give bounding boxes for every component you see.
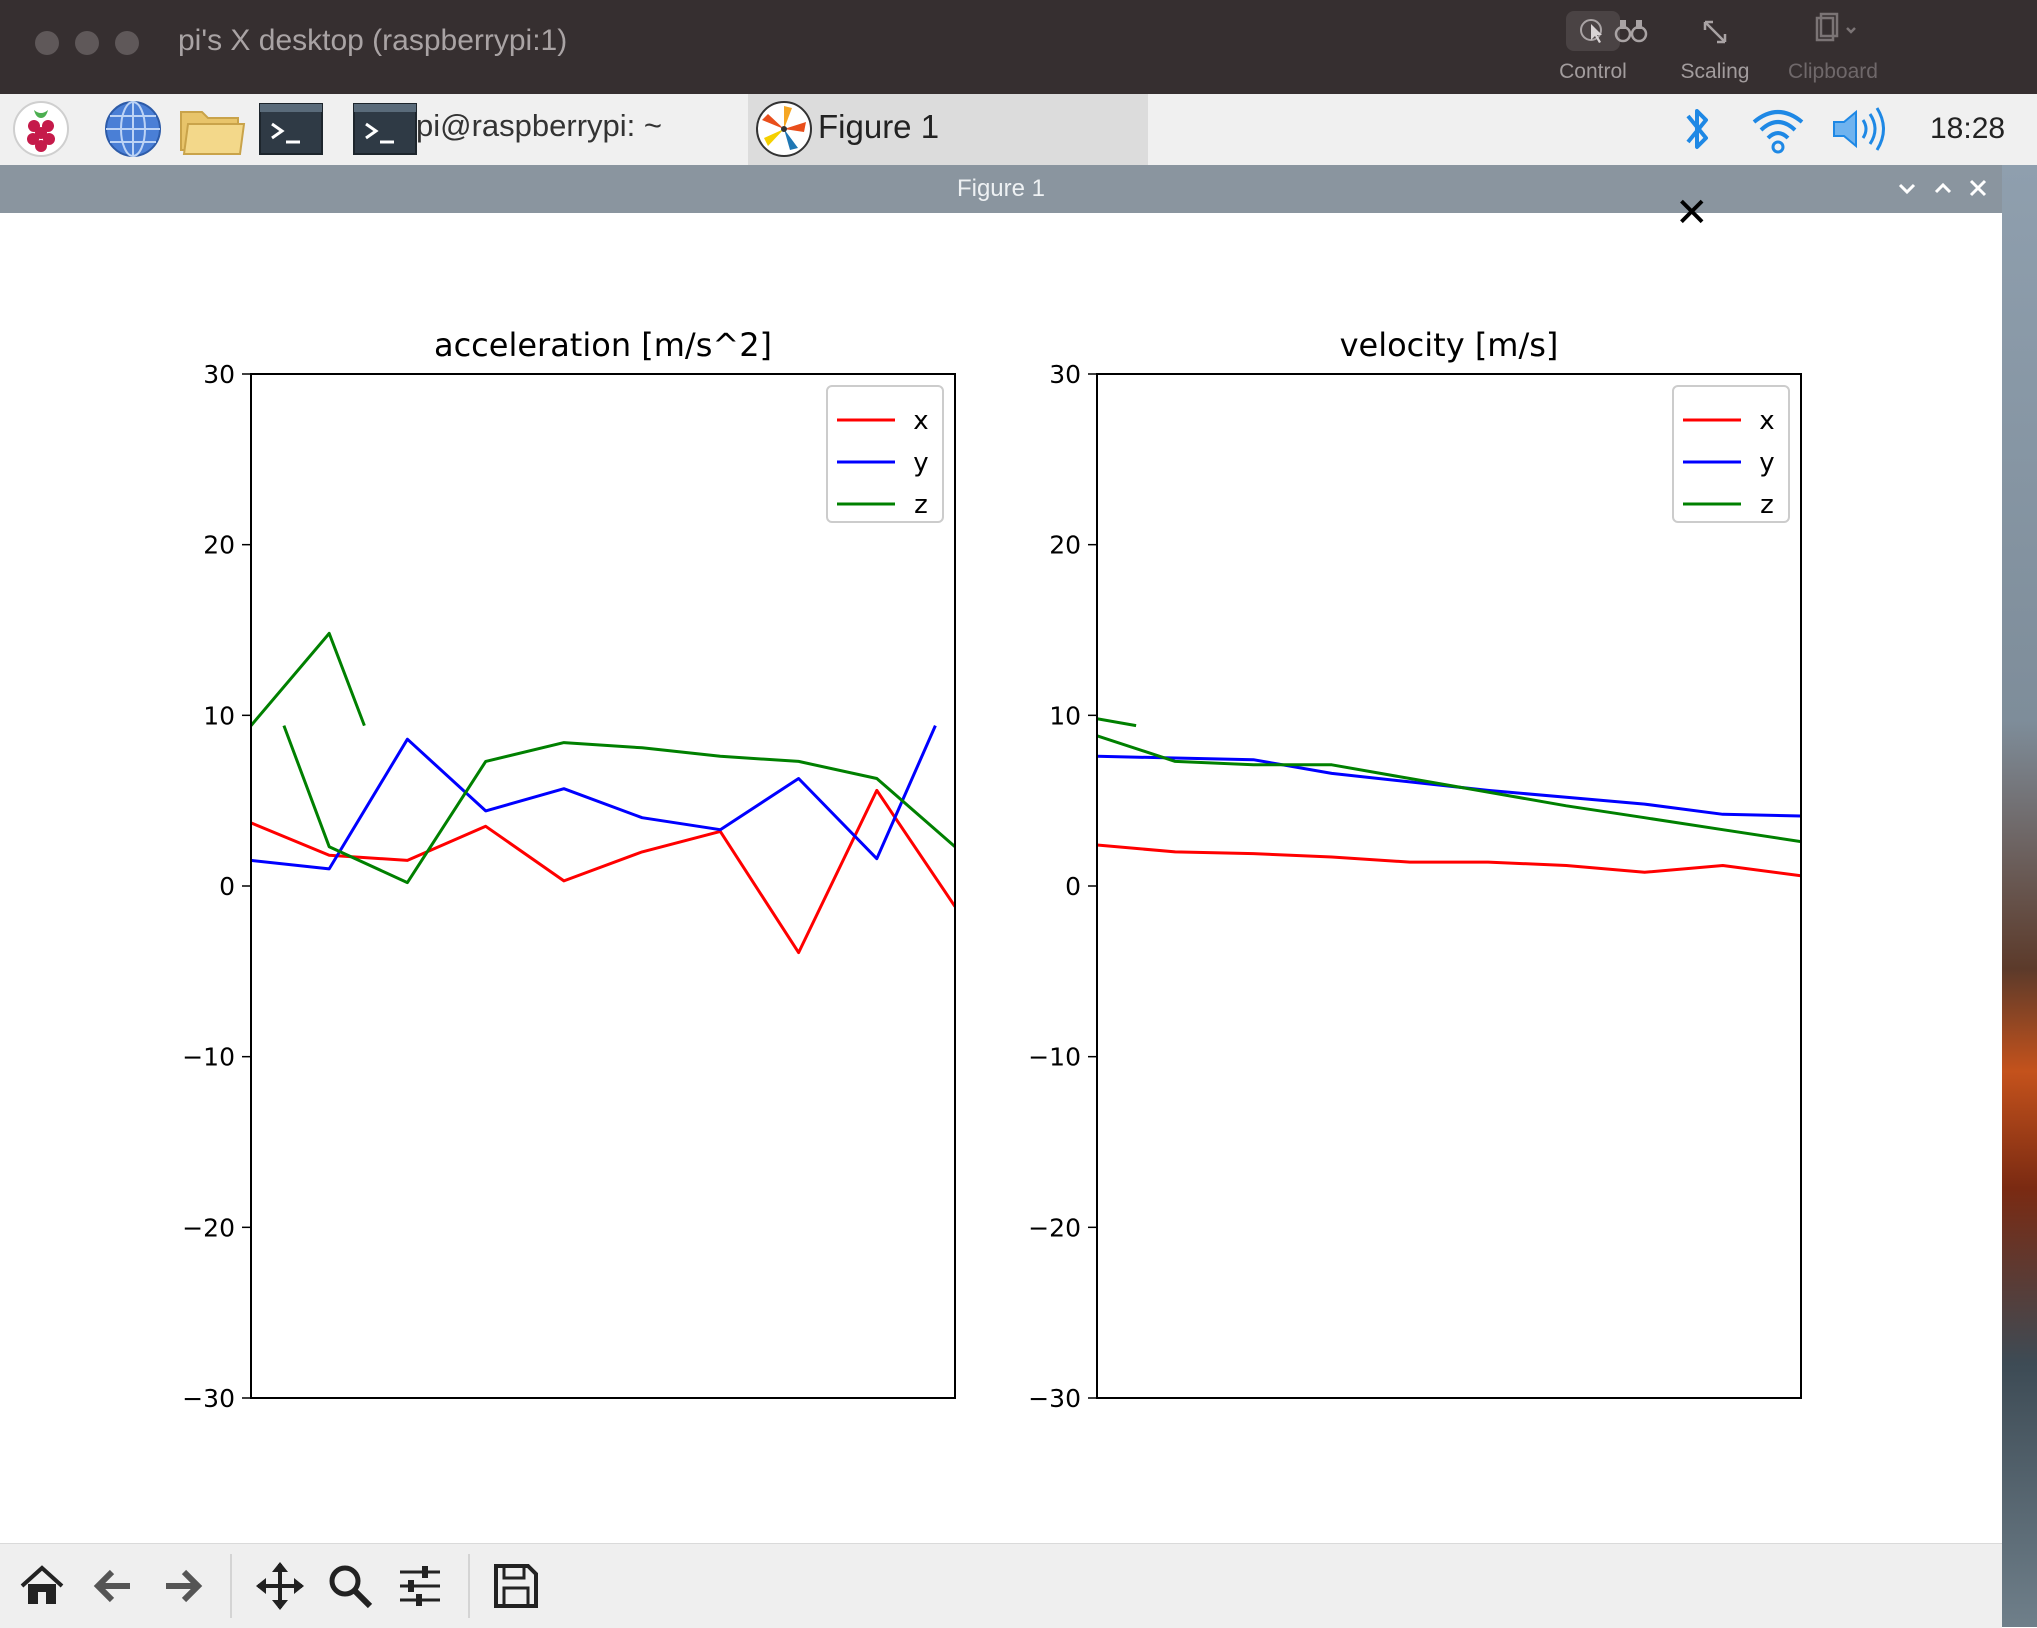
clipboard-icon bbox=[1815, 12, 1856, 42]
y-tick-label: −30 bbox=[182, 1384, 235, 1413]
series-line-x bbox=[1097, 843, 1801, 878]
series-line-z bbox=[1097, 734, 1801, 844]
volume-icon[interactable] bbox=[1830, 100, 1890, 158]
vnc-window-title: pi's X desktop (raspberrypi:1) bbox=[178, 24, 568, 57]
clipboard-label: Clipboard bbox=[1788, 60, 1878, 83]
maximize-icon[interactable] bbox=[1928, 173, 1958, 203]
series-line-y bbox=[251, 724, 937, 871]
series-line-z bbox=[251, 631, 366, 727]
y-tick-label: 30 bbox=[203, 360, 235, 389]
taskbar: pi@raspberrypi: ~ Figure 1 18:28 bbox=[0, 94, 2037, 166]
plots-svg: acceleration [m/s^2]3020100−10−20−30xyzv… bbox=[182, 326, 1802, 1413]
figure-task-button[interactable] bbox=[748, 94, 1148, 165]
desktop-wallpaper bbox=[2000, 165, 2037, 1627]
figure-task-label: Figure 1 bbox=[818, 108, 940, 145]
scaling-icon bbox=[1703, 20, 1727, 44]
configure-subplots-icon[interactable] bbox=[394, 1560, 446, 1612]
y-tick-label: −30 bbox=[1028, 1384, 1081, 1413]
y-tick-label: 0 bbox=[1065, 872, 1081, 901]
save-icon[interactable] bbox=[490, 1560, 542, 1612]
legend-label: y bbox=[913, 448, 928, 478]
vnc-title-bar: pi's X desktop (raspberrypi:1) Control S… bbox=[0, 0, 2037, 94]
figure-window-titlebar[interactable]: Figure 1 bbox=[0, 165, 2002, 213]
close-window-button[interactable] bbox=[35, 31, 59, 55]
minimize-icon[interactable] bbox=[1892, 173, 1922, 203]
chart-title: acceleration [m/s^2] bbox=[434, 326, 772, 364]
scaling-button[interactable]: Scaling bbox=[1660, 10, 1770, 90]
scaling-label: Scaling bbox=[1680, 60, 1750, 83]
y-tick-label: −20 bbox=[182, 1213, 235, 1242]
zoom-icon[interactable] bbox=[324, 1560, 376, 1612]
web-browser-icon[interactable] bbox=[100, 100, 166, 158]
y-tick-label: 20 bbox=[203, 531, 235, 560]
terminal-task-label[interactable]: pi@raspberrypi: ~ bbox=[416, 108, 662, 143]
clipboard-button[interactable]: Clipboard bbox=[1778, 10, 1888, 90]
clock: 18:28 bbox=[1930, 112, 2006, 145]
toolbar-separator bbox=[468, 1554, 470, 1618]
legend-label: z bbox=[914, 490, 928, 520]
home-icon[interactable] bbox=[16, 1560, 68, 1612]
minimize-window-button[interactable] bbox=[75, 31, 99, 55]
binoculars-button[interactable] bbox=[1569, 10, 1679, 90]
series-line-z bbox=[1097, 717, 1137, 728]
series-line-z bbox=[282, 725, 955, 885]
terminal-task-icon[interactable] bbox=[352, 100, 418, 158]
axes-frame bbox=[250, 373, 956, 1399]
figure-canvas[interactable]: acceleration [m/s^2] 30 20 10 0 −10 −20 −30 x y z v… bbox=[0, 213, 2002, 1543]
y-tick-label: −10 bbox=[182, 1043, 235, 1072]
file-manager-icon[interactable] bbox=[178, 100, 248, 158]
back-icon[interactable] bbox=[88, 1560, 140, 1612]
legend-label: y bbox=[1759, 448, 1774, 478]
matplotlib-icon bbox=[756, 101, 812, 157]
navigation-toolbar bbox=[0, 1543, 2002, 1628]
wifi-icon[interactable] bbox=[1748, 100, 1808, 158]
y-tick-label: 20 bbox=[1049, 531, 1081, 560]
y-tick-label: 10 bbox=[203, 701, 235, 730]
raspberry-menu-icon[interactable] bbox=[10, 100, 72, 158]
axes-frame bbox=[1096, 373, 1802, 1399]
close-icon[interactable] bbox=[1963, 173, 1993, 203]
control-button[interactable]: Control bbox=[1538, 10, 1648, 90]
binoculars-icon bbox=[1614, 20, 1648, 43]
y-tick-label: 10 bbox=[1049, 701, 1081, 730]
bluetooth-icon[interactable] bbox=[1678, 100, 1718, 158]
series-line-x bbox=[251, 788, 955, 955]
figure-window-title: Figure 1 bbox=[956, 175, 1046, 202]
mouse-cursor-icon: ✕ bbox=[1675, 190, 1709, 236]
control-icon bbox=[1566, 11, 1620, 51]
y-tick-label: −10 bbox=[1028, 1043, 1081, 1072]
forward-icon[interactable] bbox=[156, 1560, 208, 1612]
legend-label: z bbox=[1760, 490, 1774, 520]
y-tick-label: 0 bbox=[219, 872, 235, 901]
chart-title: velocity [m/s] bbox=[1340, 326, 1559, 364]
y-tick-label: 30 bbox=[1049, 360, 1081, 389]
legend-label: x bbox=[913, 406, 928, 436]
terminal-launcher-icon[interactable] bbox=[258, 100, 324, 158]
y-tick-label: −20 bbox=[1028, 1213, 1081, 1242]
toolbar-separator bbox=[230, 1554, 232, 1618]
legend-label: x bbox=[1759, 406, 1774, 436]
zoom-window-button[interactable] bbox=[115, 31, 139, 55]
control-label: Control bbox=[1559, 60, 1627, 83]
pan-icon[interactable] bbox=[254, 1560, 306, 1612]
